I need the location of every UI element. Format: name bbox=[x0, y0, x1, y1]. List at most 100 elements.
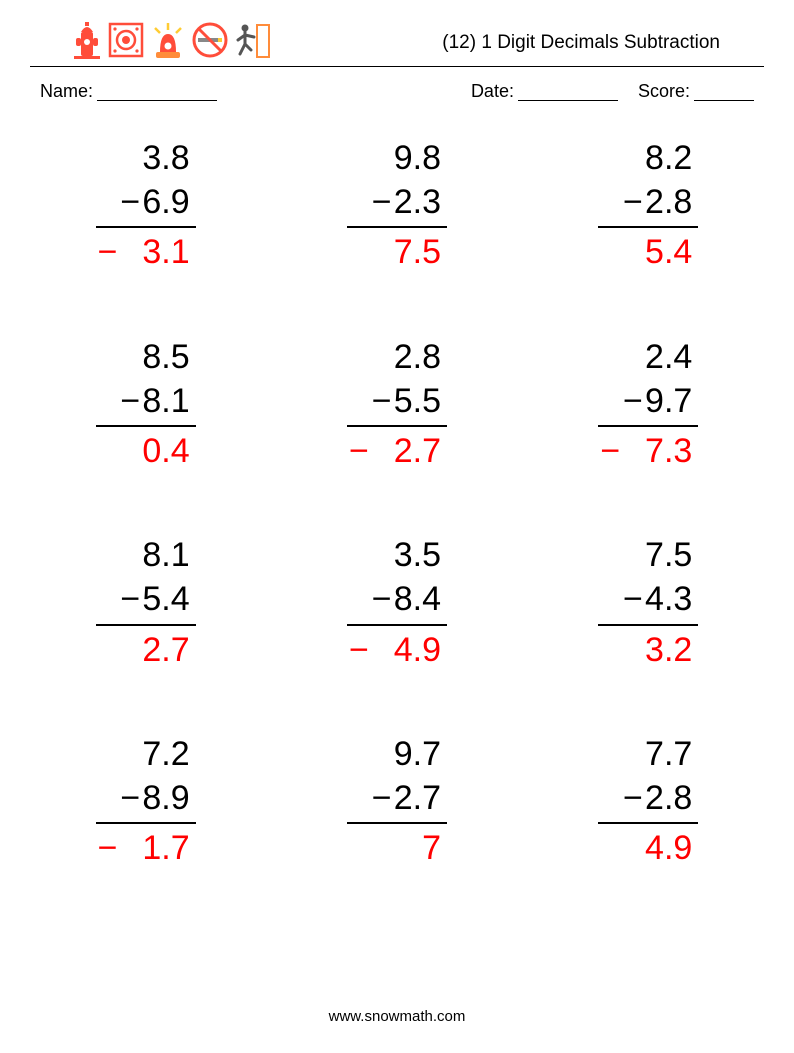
problem-stack: 7.2−8.9 bbox=[96, 732, 196, 824]
problem-stack: 8.5−8.1 bbox=[96, 335, 196, 427]
subtrahend-row: −6.9 bbox=[98, 180, 190, 224]
minus-sign: − bbox=[120, 180, 142, 224]
header-bar: (12) 1 Digit Decimals Subtraction bbox=[30, 0, 764, 67]
subtrahend-row: −2.7 bbox=[349, 776, 441, 820]
answer: 0.4 bbox=[96, 427, 196, 473]
minuend-row: 7.5 bbox=[600, 533, 692, 577]
subtrahend-row: −2.8 bbox=[600, 776, 692, 820]
minuend: 7.7 bbox=[645, 732, 692, 776]
subtrahend-row: −8.1 bbox=[98, 379, 190, 423]
blank-sign bbox=[623, 335, 645, 379]
blank-sign bbox=[372, 136, 394, 180]
blank-sign bbox=[120, 335, 142, 379]
minuend-row: 8.2 bbox=[600, 136, 692, 180]
blank-sign bbox=[120, 732, 142, 776]
minuend: 2.8 bbox=[394, 335, 441, 379]
fire-hydrant-icon bbox=[70, 20, 104, 60]
minus-sign: − bbox=[372, 379, 394, 423]
blank-sign bbox=[623, 732, 645, 776]
blank-sign bbox=[120, 136, 142, 180]
answer: −3.1 bbox=[96, 228, 196, 274]
minuend-row: 9.8 bbox=[349, 136, 441, 180]
name-blank[interactable] bbox=[97, 81, 217, 101]
problem: 8.5−8.10.4 bbox=[60, 335, 231, 474]
subtrahend: 2.7 bbox=[394, 776, 441, 820]
problem: 7.7−2.84.9 bbox=[563, 732, 734, 871]
date-blank[interactable] bbox=[518, 81, 618, 101]
subtrahend: 8.4 bbox=[394, 577, 441, 621]
subtrahend: 5.5 bbox=[394, 379, 441, 423]
subtrahend: 2.8 bbox=[645, 776, 692, 820]
minuend-row: 9.7 bbox=[349, 732, 441, 776]
problem-stack: 7.5−4.3 bbox=[598, 533, 698, 625]
minuend-row: 2.4 bbox=[600, 335, 692, 379]
subtrahend-row: −2.3 bbox=[349, 180, 441, 224]
problem: 3.5−8.4−4.9 bbox=[311, 533, 482, 672]
date-label: Date: bbox=[471, 81, 514, 102]
subtrahend: 9.7 bbox=[645, 379, 692, 423]
subtrahend-row: −8.9 bbox=[98, 776, 190, 820]
problem-stack: 3.5−8.4 bbox=[347, 533, 447, 625]
answer: 7.5 bbox=[347, 228, 447, 274]
problem-stack: 9.8−2.3 bbox=[347, 136, 447, 228]
subtrahend-row: −5.4 bbox=[98, 577, 190, 621]
answer: −2.7 bbox=[347, 427, 447, 473]
answer-value: 4.9 bbox=[371, 628, 441, 672]
problem: 8.2−2.85.4 bbox=[563, 136, 734, 275]
answer: 4.9 bbox=[598, 824, 698, 870]
answer: −7.3 bbox=[598, 427, 698, 473]
problem-stack: 9.7−2.7 bbox=[347, 732, 447, 824]
name-label: Name: bbox=[40, 81, 93, 102]
answer-value: 2.7 bbox=[371, 429, 441, 473]
minuend: 8.2 bbox=[645, 136, 692, 180]
answer-neg-sign: − bbox=[98, 826, 120, 870]
meta-right: Date: Score: bbox=[471, 81, 754, 102]
minus-sign: − bbox=[372, 577, 394, 621]
spacer bbox=[622, 81, 634, 102]
answer-neg-sign: − bbox=[98, 230, 120, 274]
problem: 7.2−8.9−1.7 bbox=[60, 732, 231, 871]
problem-stack: 2.4−9.7 bbox=[598, 335, 698, 427]
minus-sign: − bbox=[120, 776, 142, 820]
problem-stack: 8.1−5.4 bbox=[96, 533, 196, 625]
blank-sign bbox=[120, 533, 142, 577]
header-icons bbox=[70, 20, 272, 60]
minuend: 9.8 bbox=[394, 136, 441, 180]
blank-sign bbox=[372, 732, 394, 776]
problem: 2.8−5.5−2.7 bbox=[311, 335, 482, 474]
subtrahend: 8.1 bbox=[142, 379, 189, 423]
minus-sign: − bbox=[120, 379, 142, 423]
blank-sign bbox=[372, 533, 394, 577]
minuend-row: 3.8 bbox=[98, 136, 190, 180]
subtrahend: 4.3 bbox=[645, 577, 692, 621]
answer: −4.9 bbox=[347, 626, 447, 672]
problem: 7.5−4.33.2 bbox=[563, 533, 734, 672]
minuend: 7.2 bbox=[142, 732, 189, 776]
problem: 8.1−5.42.7 bbox=[60, 533, 231, 672]
minus-sign: − bbox=[623, 776, 645, 820]
alarm-light-icon bbox=[148, 20, 188, 60]
problem-stack: 8.2−2.8 bbox=[598, 136, 698, 228]
answer-value: 3.1 bbox=[120, 230, 190, 274]
minuend: 8.1 bbox=[142, 533, 189, 577]
minus-sign: − bbox=[623, 577, 645, 621]
subtrahend-row: −9.7 bbox=[600, 379, 692, 423]
score-blank[interactable] bbox=[694, 81, 754, 101]
problem: 9.7−2.77 bbox=[311, 732, 482, 871]
minuend: 9.7 bbox=[394, 732, 441, 776]
minuend-row: 3.5 bbox=[349, 533, 441, 577]
answer: 2.7 bbox=[96, 626, 196, 672]
subtrahend-row: −4.3 bbox=[600, 577, 692, 621]
minus-sign: − bbox=[372, 180, 394, 224]
worksheet-page: (12) 1 Digit Decimals Subtraction Name: … bbox=[0, 0, 794, 1053]
minuend: 2.4 bbox=[645, 335, 692, 379]
blank-sign bbox=[623, 533, 645, 577]
minuend: 8.5 bbox=[142, 335, 189, 379]
minuend: 3.5 bbox=[394, 533, 441, 577]
problem: 9.8−2.37.5 bbox=[311, 136, 482, 275]
minuend-row: 7.7 bbox=[600, 732, 692, 776]
minuend: 3.8 bbox=[142, 136, 189, 180]
subtrahend: 6.9 bbox=[142, 180, 189, 224]
worksheet-title: (12) 1 Digit Decimals Subtraction bbox=[442, 32, 724, 60]
minus-sign: − bbox=[623, 180, 645, 224]
